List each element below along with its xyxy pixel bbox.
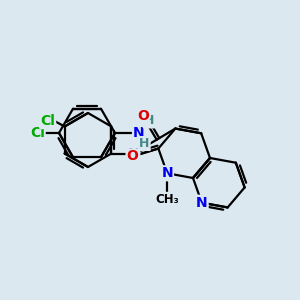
Text: Cl: Cl xyxy=(30,126,45,140)
Text: H: H xyxy=(139,137,150,150)
Text: H: H xyxy=(144,115,154,128)
Text: N: N xyxy=(133,126,145,140)
Text: O: O xyxy=(137,110,149,124)
Text: N: N xyxy=(128,146,139,161)
Text: N: N xyxy=(161,166,173,180)
Text: Cl: Cl xyxy=(40,114,55,128)
Text: O: O xyxy=(127,149,138,163)
Text: CH₃: CH₃ xyxy=(155,193,179,206)
Text: N: N xyxy=(196,196,208,210)
